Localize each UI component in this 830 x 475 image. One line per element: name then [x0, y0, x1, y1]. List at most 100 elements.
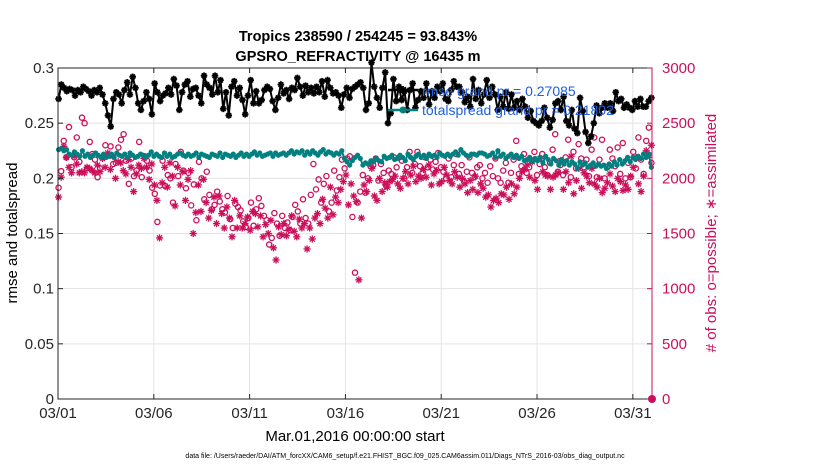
obs-assimilated-point [342, 171, 350, 179]
obs-possible-point [481, 169, 489, 177]
obs-possible-point [203, 168, 211, 175]
obs-assimilated-point [469, 185, 477, 193]
rmse-point [266, 85, 274, 93]
rmse-point [439, 80, 447, 87]
obs-assimilated-point [189, 229, 197, 238]
obs-possible-point [247, 199, 255, 206]
x-tick-label: 03/31 [614, 405, 652, 422]
rmse-point [236, 84, 244, 92]
obs-assimilated-point [166, 159, 174, 167]
totalspread-point [77, 153, 83, 159]
rmse-point [99, 91, 106, 98]
obs-assimilated-point [187, 167, 195, 175]
rmse-point [524, 114, 532, 121]
rmse-point [241, 111, 249, 118]
obs-assimilated-point [339, 178, 347, 186]
obs-assimilated-point [608, 182, 617, 190]
obs-assimilated-point [117, 159, 125, 167]
obs-possible-point [629, 148, 637, 156]
obs-assimilated-point [572, 176, 580, 185]
rmse-point [472, 95, 480, 103]
totalspread-point [582, 160, 588, 166]
obs-possible-point [551, 130, 559, 138]
rmse-point [505, 105, 513, 113]
obs-assimilated-point [583, 172, 591, 180]
obs-possible-point [258, 202, 265, 210]
obs-assimilated-point [352, 197, 360, 206]
obs-possible-point [312, 186, 320, 193]
rmse-point [110, 95, 117, 103]
obs-assimilated-point [461, 180, 469, 188]
rmse-point [398, 96, 405, 104]
rmse-point [554, 97, 562, 105]
totalspread-point [603, 165, 610, 172]
totalspread-point [402, 158, 408, 164]
totalspread-point [627, 159, 633, 165]
rmse-point [628, 106, 636, 114]
obs-possible-point [359, 171, 367, 179]
obs-assimilated-point [184, 175, 192, 184]
obs-possible-point [154, 218, 161, 226]
obs-assimilated-point [93, 161, 102, 169]
legend-rmse-star [399, 86, 407, 94]
obs-assimilated-point [523, 161, 531, 169]
totalspread-point [339, 148, 345, 154]
rmse-point [184, 77, 191, 85]
obs-assimilated-point [91, 169, 99, 177]
obs-possible-point [645, 124, 653, 131]
x-tick-label: 03/06 [135, 405, 173, 422]
obs-possible-point [499, 167, 507, 174]
obs-possible-point [86, 138, 94, 146]
totalspread-point [492, 154, 498, 160]
rmse-point [156, 97, 164, 105]
rmse-point [340, 91, 348, 98]
obs-assimilated-point [611, 187, 619, 196]
obs-assimilated-point [192, 208, 200, 217]
obs-assimilated-point [106, 165, 114, 174]
obs-possible-point [598, 136, 606, 143]
obs-assimilated-point [500, 191, 508, 199]
obs-assimilated-point [334, 199, 342, 207]
obs-assimilated-point [148, 160, 156, 168]
totalspread-point [553, 158, 559, 164]
rmse-point [55, 95, 62, 103]
rmse-point [337, 104, 345, 112]
obs-assimilated-point [533, 185, 542, 193]
obs-possible-point [265, 241, 273, 248]
chart-title: Tropics 238590 / 254245 = 93.843% [239, 29, 477, 45]
obs-possible-point [107, 143, 114, 150]
obs-assimilated-point [640, 172, 648, 180]
totalspread-point [564, 158, 570, 164]
rmse-point [428, 87, 436, 95]
rmse-point [101, 100, 109, 107]
obs-assimilated-point [596, 174, 604, 182]
obs-possible-point [341, 165, 348, 172]
obs-assimilated-point [231, 196, 239, 204]
obs-assimilated-point [412, 178, 420, 186]
rmse-point [376, 104, 384, 112]
rmse-point [510, 104, 518, 112]
rmse-point [469, 75, 477, 83]
obs-possible-point [458, 161, 465, 169]
obs-assimilated-point [218, 210, 226, 218]
rmse-point [85, 87, 93, 95]
rmse-point [285, 95, 293, 103]
x-tick-label: 03/16 [327, 405, 365, 422]
obs-assimilated-point [174, 163, 182, 171]
obs-assimilated-point [313, 210, 322, 218]
obs-assimilated-point [202, 199, 210, 207]
obs-assimilated-point [153, 196, 161, 204]
obs-assimilated-point [539, 168, 547, 176]
obs-assimilated-point [197, 207, 205, 216]
rmse-point [491, 91, 499, 98]
obs-assimilated-point [277, 231, 285, 239]
rmse-point [587, 133, 595, 140]
obs-assimilated-point [484, 191, 492, 199]
obs-assimilated-point [425, 161, 433, 169]
rmse-point [326, 84, 334, 92]
obs-assimilated-point [624, 185, 632, 193]
obs-assimilated-point [391, 172, 399, 180]
rmse-point [392, 97, 400, 105]
rmse-point [324, 76, 331, 84]
y-axis-label: rmse and totalspread [4, 163, 21, 304]
